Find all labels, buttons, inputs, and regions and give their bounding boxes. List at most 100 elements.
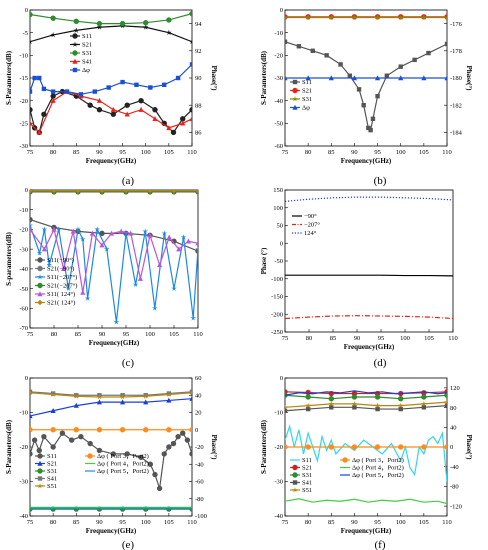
series-point [180,234,187,240]
y2-tick-label: 120 [450,385,460,392]
plot-frame [29,9,193,147]
series-point [189,38,192,45]
series-point [426,50,431,56]
series-point [171,285,177,291]
legend-marker [292,96,298,102]
series-point [30,427,33,433]
series-line [285,401,447,408]
series-point [142,228,149,234]
legend-entry: Δφ ( Port 4，Port2) [97,461,149,468]
legend-marker [87,453,93,459]
series-point [157,262,163,268]
series-group [285,14,447,133]
legend-marker [37,476,43,481]
series-point [351,75,358,81]
series-line [285,424,447,482]
series-point [30,107,33,113]
series-point [421,444,427,450]
series-point [190,315,197,321]
series-point [96,447,103,454]
y2-axis-label: Phase(°) [210,66,218,92]
series-point [296,44,302,49]
series-point [151,305,158,311]
legend-marker [72,50,78,56]
legend-entry: S31 [302,472,312,479]
y2-tick-label: -80 [195,496,204,503]
series-line [30,398,192,417]
series-point [352,405,357,410]
panel-d: 75 80 85 90 95 100 105 110 -250 -200 -150 -100 -50 0 5… [260,187,458,369]
series-point [92,89,97,94]
legend-entry: S11(−207°) [47,274,77,281]
legend-entry: Δφ ( Port 3，Port2) [352,457,404,464]
series-point [328,444,334,450]
x-tick-label: 95 [374,519,381,526]
x-tick-label: 105 [424,335,434,342]
y2-tick-label: 40 [195,392,202,399]
legend-entry: Δφ ( Port 5，Port2) [97,468,149,475]
x-tick-label: 95 [374,149,381,156]
legend-entry: S21 [302,88,312,95]
panel-b: 75 80 85 90 95 100 105 110 -60 -50 -40 -30 -20 -10 0 -1… [260,7,473,187]
y-tick-label: 0 [280,375,283,382]
series-point [138,97,144,104]
legend-marker [37,265,43,272]
series-point [75,190,81,194]
series-point [30,38,33,45]
legend-marker [292,472,298,478]
series-point [41,86,47,92]
legend-marker [37,468,43,474]
panel-label: (c) [122,357,135,369]
series-point [96,427,103,433]
y-tick-label: 0 [25,187,28,194]
y-tick-label: -150 [271,294,283,301]
series-point [175,75,181,81]
series-point [30,190,33,194]
legend-entry: S21 [82,42,92,49]
legend-marker [72,33,78,39]
panel-a: 75 80 85 90 95 100 105 110 -30 -25 -20 -15 -10 -5 0 86 8… [5,7,218,187]
series-point [444,41,447,47]
series-point [30,226,33,232]
series-point [351,444,358,450]
legend-entry: Δφ [302,105,310,112]
panel-label: (b) [374,175,387,187]
series-point [87,102,93,108]
y2-tick-label: -20 [195,444,204,451]
series-point [444,75,447,81]
series-point [31,437,38,443]
x-tick-label: 75 [27,331,34,338]
series-point [338,62,343,67]
y-tick-label: -10 [274,410,283,417]
series-line [30,13,192,25]
series-point [162,82,167,87]
y2-tick-label: -180 [450,75,462,82]
x-tick-label: 100 [400,335,410,342]
x-tick-label: 105 [169,331,179,338]
series-line [285,315,453,320]
legend-marker [292,104,298,110]
series-point [50,427,56,433]
legend-entry: Δφ ( Port 3，Port2) [97,453,149,460]
series-point [30,389,33,394]
series-point [148,85,153,90]
series-point [119,20,126,27]
y2-tick-label: 0 [450,444,453,451]
series-point [123,190,129,194]
series-point [189,389,192,396]
series-point [328,396,334,402]
series-point [59,430,66,436]
series-point [351,14,358,20]
x-tick-label: 90 [351,519,358,526]
series-point [96,24,103,30]
y2-tick-label: -60 [195,479,204,486]
series-point [189,389,192,394]
series-point [161,230,168,236]
series-point [305,394,311,400]
series-point [84,295,91,301]
series-point [166,444,172,450]
y-axis-label: S-Parameters(dB) [260,50,268,105]
y-tick-label: -20 [274,53,283,60]
series-point [50,89,56,94]
y-tick-label: 0 [280,7,283,14]
